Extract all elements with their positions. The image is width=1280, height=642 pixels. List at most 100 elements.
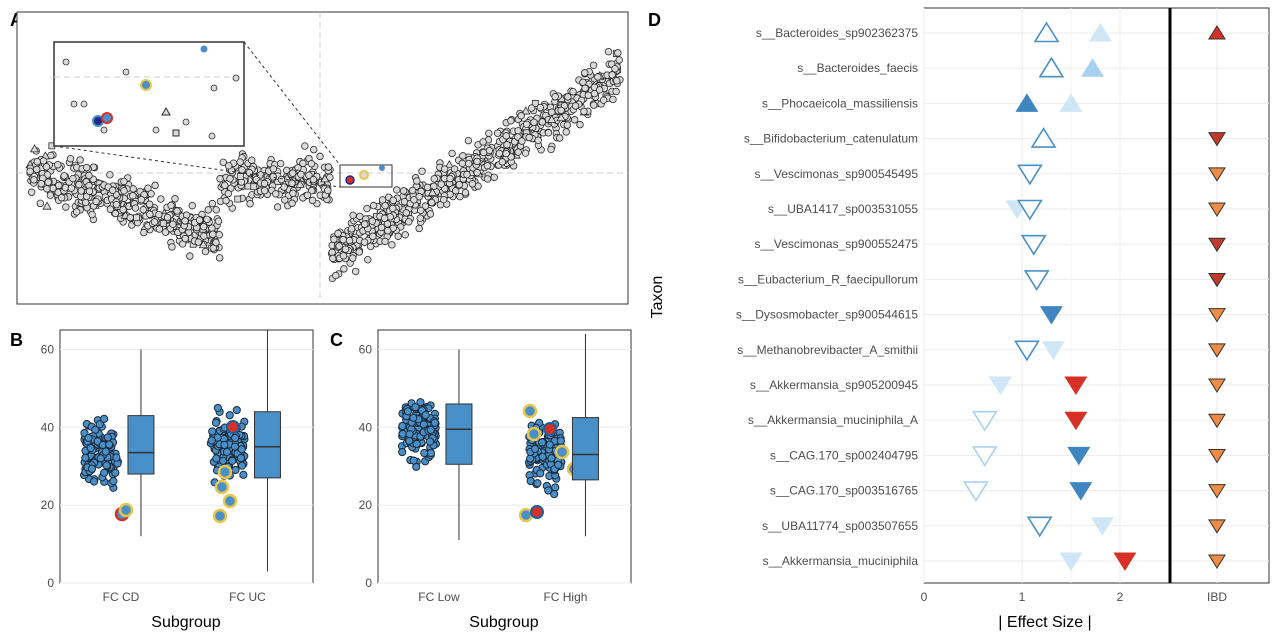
b-point	[89, 477, 99, 486]
a-inset-connector-top	[243, 41, 341, 166]
d-ibd-marker	[1208, 25, 1226, 40]
c-point	[550, 489, 559, 499]
a-point	[168, 243, 176, 251]
a-point	[330, 235, 338, 244]
a-point	[493, 129, 502, 137]
a-point	[351, 267, 360, 276]
a-inset-blue	[200, 45, 208, 53]
a-point	[547, 145, 555, 154]
a-point	[589, 61, 598, 69]
c-point	[556, 436, 566, 445]
b-point	[100, 414, 109, 423]
a-point	[57, 194, 66, 202]
a-point	[32, 165, 41, 174]
panel-c-xlabel: Subgroup	[469, 614, 538, 631]
a-point	[604, 47, 613, 56]
d-ibd-marker	[1208, 484, 1226, 499]
a-point	[44, 178, 52, 186]
panel-label-b: B	[10, 330, 23, 350]
a-point	[562, 128, 570, 136]
a-point	[27, 188, 36, 196]
a-point	[273, 203, 282, 211]
d-taxon-label: s__Vescimonas_sp900552475	[755, 237, 919, 251]
a-point	[459, 152, 467, 160]
a-point	[614, 49, 622, 57]
a-point	[590, 101, 598, 109]
a-point	[444, 159, 455, 169]
b-point	[212, 454, 221, 463]
d-effect-marker	[1041, 341, 1065, 360]
b-highlight	[118, 502, 134, 518]
a-point	[564, 93, 572, 101]
a-point	[82, 163, 91, 172]
a-point	[226, 175, 234, 183]
c-point	[426, 448, 436, 458]
b-ytick: 40	[41, 420, 55, 434]
a-point	[479, 138, 487, 146]
a-point	[388, 241, 396, 249]
b-point	[220, 440, 229, 450]
d-ibd-marker	[1208, 413, 1226, 429]
a-point	[349, 211, 357, 220]
a-point	[609, 95, 617, 104]
a-point	[236, 158, 244, 166]
panel-a-inset	[53, 41, 341, 188]
a-point	[181, 217, 189, 225]
panel-b-xlabel: Subgroup	[151, 614, 220, 631]
a-point	[309, 175, 318, 184]
a-point	[42, 163, 51, 171]
a-point	[534, 136, 542, 144]
a-point	[299, 159, 307, 168]
d-taxon-label: s__Akkermansia_sp905200945	[750, 378, 918, 392]
a-point	[282, 166, 291, 175]
a-point	[238, 166, 246, 174]
a-point	[201, 247, 210, 256]
c-xtick: FC High	[543, 590, 587, 604]
a-point	[219, 158, 228, 167]
a-point	[335, 242, 343, 250]
d-effect-marker	[971, 410, 998, 432]
a-point	[66, 155, 75, 163]
a-point	[30, 176, 38, 184]
a-point	[215, 254, 224, 262]
b-ytick: 20	[41, 498, 55, 512]
a-point	[295, 179, 305, 188]
d-taxon-label: s__Bacteroides_sp902362375	[756, 26, 918, 40]
a-inset-point	[80, 100, 88, 108]
a-point	[538, 118, 546, 126]
b-point	[236, 453, 246, 463]
a-point	[281, 196, 289, 204]
d-taxon-label: s__Methanobrevibacter_A_smithii	[737, 343, 918, 357]
a-point	[246, 200, 254, 208]
a-point	[334, 229, 342, 238]
d-taxon-label: s__Vescimonas_sp900545495	[755, 167, 919, 181]
a-point	[324, 163, 333, 171]
b-xtick: FC CD	[103, 590, 140, 604]
a-point	[224, 189, 232, 198]
a-hl-red	[345, 175, 355, 185]
a-point	[551, 93, 559, 101]
a-point	[209, 230, 217, 239]
a-point	[151, 181, 159, 190]
a-point	[464, 136, 473, 145]
a-point	[39, 157, 48, 165]
a-point	[364, 255, 372, 264]
d-taxon-label: s__CAG.170_sp002404795	[770, 448, 918, 462]
d-effect-marker	[1039, 306, 1063, 325]
a-point	[463, 170, 471, 179]
a-point	[456, 192, 464, 201]
a-point	[430, 175, 438, 183]
a-hl-yellow	[359, 170, 369, 180]
b-point	[105, 440, 114, 449]
a-point	[54, 161, 62, 169]
c-highlight-red	[530, 505, 544, 519]
a-point	[69, 174, 77, 183]
a-point	[461, 188, 470, 197]
a-point	[82, 198, 90, 207]
a-point	[458, 159, 467, 168]
b-point	[100, 468, 109, 477]
a-point	[401, 231, 409, 239]
a-point	[139, 206, 147, 214]
a-point	[216, 175, 224, 183]
a-point	[415, 224, 423, 233]
